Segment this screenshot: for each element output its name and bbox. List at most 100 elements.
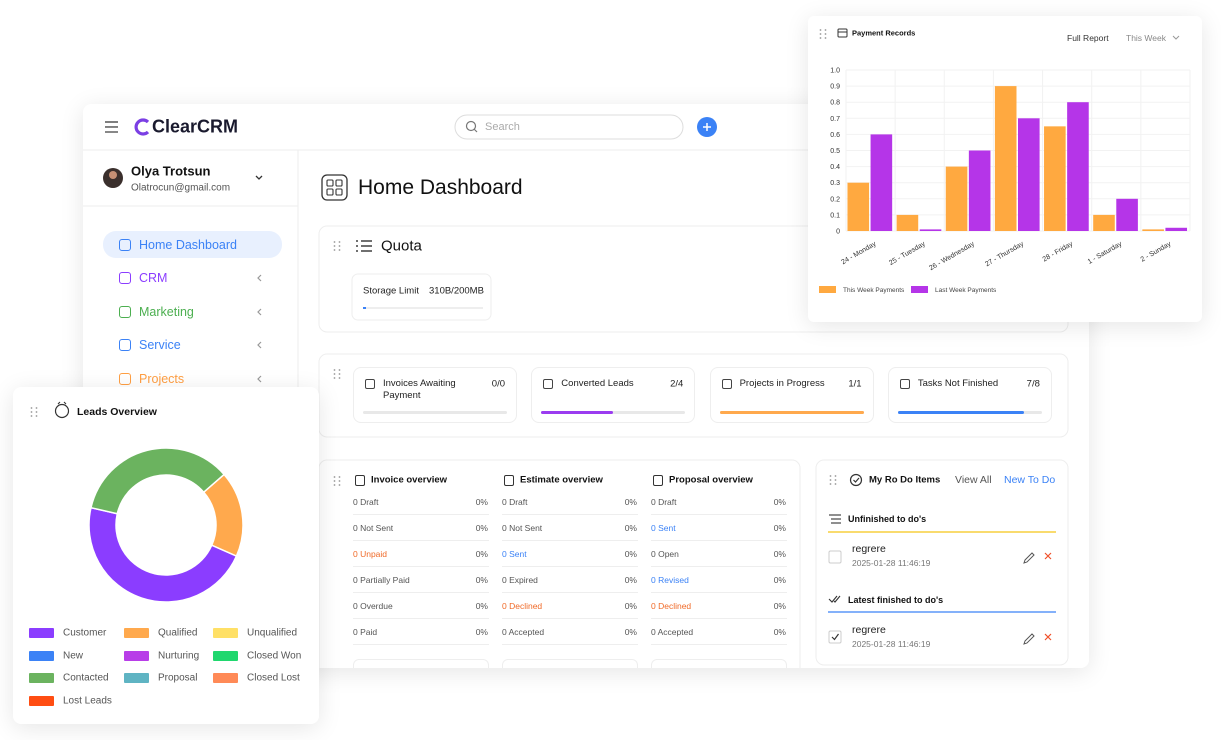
edit-icon[interactable] — [1023, 633, 1035, 645]
stats-card — [318, 353, 1069, 438]
nav-icon — [119, 272, 131, 284]
overview-status: 0 Accepted — [502, 627, 545, 637]
overview-percent: 0% — [773, 549, 786, 559]
legend-label: This Week Payments — [843, 287, 905, 294]
overview-status: 0 Unpaid — [353, 549, 388, 559]
row-divider — [651, 514, 787, 515]
payment-icon — [837, 28, 848, 38]
x-tick-label: 27 - Thursday — [984, 240, 1025, 268]
legend-label: Proposal — [158, 672, 198, 684]
overview-more — [353, 659, 489, 668]
progress-fill — [897, 411, 1024, 414]
overview-status: 0 Not Sent — [353, 523, 394, 533]
delete-icon[interactable] — [1044, 633, 1052, 641]
payment-records-card: 0 0.1 0.2 0.3 0.4 0.5 0.6 0.7 0.8 0.9 1.0 24 - Mond… — [808, 16, 1202, 322]
todo-text: regrere — [852, 543, 886, 555]
nav-item[interactable]: Home Dashboard — [139, 238, 237, 252]
legend-swatch — [213, 673, 238, 684]
page-icon-grid — [326, 179, 343, 196]
row-divider — [651, 540, 787, 541]
bar — [847, 182, 870, 231]
legend-label: Lost Leads — [63, 695, 112, 707]
new-todo-link[interactable]: New To Do — [1004, 474, 1056, 486]
overview-card — [318, 459, 801, 668]
period-select[interactable]: This Week — [1126, 33, 1166, 43]
legend-swatch — [29, 696, 54, 707]
overview-status: 0 Declined — [651, 601, 692, 611]
search-box[interactable] — [454, 114, 684, 140]
overview-status: 0 Draft — [651, 497, 677, 507]
bar — [994, 86, 1017, 231]
row-divider — [502, 514, 638, 515]
row-divider — [353, 644, 489, 645]
legend-label: Nurturing — [158, 650, 200, 662]
quota-icon — [356, 240, 372, 252]
drag-handle[interactable] — [829, 475, 837, 485]
row-divider — [502, 644, 638, 645]
bar — [1067, 102, 1089, 231]
overview-icon — [653, 475, 663, 486]
overview-status: 0 Not Sent — [502, 523, 543, 533]
menu-icon[interactable] — [105, 121, 118, 133]
legend-swatch — [819, 286, 836, 293]
user-email: Olatrocun@gmail.com — [131, 182, 231, 194]
user-menu-chevron[interactable] — [255, 175, 263, 180]
drag-handle[interactable] — [819, 29, 827, 39]
overview-percent: 0% — [475, 601, 488, 611]
bar — [896, 214, 919, 231]
storage-value: 310B/200MB — [429, 285, 484, 297]
row-divider — [502, 592, 638, 593]
x-tick-label: 24 - Monday — [840, 240, 878, 266]
overview-percent: 0% — [475, 523, 488, 533]
nav-item[interactable]: Marketing — [139, 305, 194, 319]
drag-handle[interactable] — [333, 369, 341, 379]
overview-status: 0 Accepted — [651, 627, 694, 637]
report-link[interactable]: Full Report — [1067, 33, 1109, 43]
drag-handle[interactable] — [30, 407, 38, 417]
search-icon — [465, 120, 477, 132]
stat-card — [531, 367, 696, 423]
todo-checkbox[interactable] — [828, 550, 842, 564]
overview-title: Proposal overview — [669, 474, 753, 486]
todo-checkbox[interactable] — [828, 630, 842, 644]
todo-card — [815, 459, 1069, 666]
stat-icon — [543, 379, 554, 389]
overview-percent: 0% — [475, 575, 488, 585]
y-tick-label: 0.1 — [830, 212, 840, 219]
page-icon — [321, 174, 348, 201]
legend-label: Unqualified — [247, 627, 298, 639]
overview-percent: 0% — [475, 549, 488, 559]
y-tick-label: 0.6 — [830, 132, 840, 139]
active-nav-highlight — [103, 231, 282, 258]
period-chevron[interactable] — [1172, 35, 1180, 40]
nav-item[interactable]: CRM — [139, 271, 168, 285]
bar — [1165, 227, 1188, 231]
y-tick-label: 0 — [836, 229, 840, 236]
nav-item[interactable]: Service — [139, 338, 181, 352]
legend-swatch — [213, 650, 238, 661]
view-all-link[interactable]: View All — [955, 474, 992, 486]
overview-status: 0 Open — [651, 549, 679, 559]
row-divider — [502, 618, 638, 619]
todo-icon-check — [853, 477, 860, 483]
legend-label: Last Week Payments — [935, 287, 997, 294]
overview-percent: 0% — [773, 627, 786, 637]
drag-handle[interactable] — [333, 241, 341, 251]
x-tick-label: 28 - Friday — [1042, 240, 1075, 263]
bar — [1142, 229, 1164, 231]
nav-item[interactable]: Projects — [139, 372, 185, 386]
y-tick-label: 0.9 — [830, 84, 840, 91]
search-placeholder: Search — [485, 121, 520, 133]
edit-icon[interactable] — [1023, 552, 1035, 564]
overview-title: Estimate overview — [520, 474, 603, 486]
legend-label: Contacted — [63, 672, 109, 684]
delete-icon[interactable] — [1044, 552, 1052, 560]
avatar-face — [109, 171, 117, 179]
nav-icon — [119, 306, 131, 318]
overview-status: 0 Sent — [651, 523, 676, 533]
row-divider — [353, 540, 489, 541]
drag-handle[interactable] — [333, 476, 341, 486]
overview-more — [502, 659, 638, 668]
overview-percent: 0% — [624, 523, 637, 533]
y-tick-label: 1.0 — [830, 68, 840, 75]
